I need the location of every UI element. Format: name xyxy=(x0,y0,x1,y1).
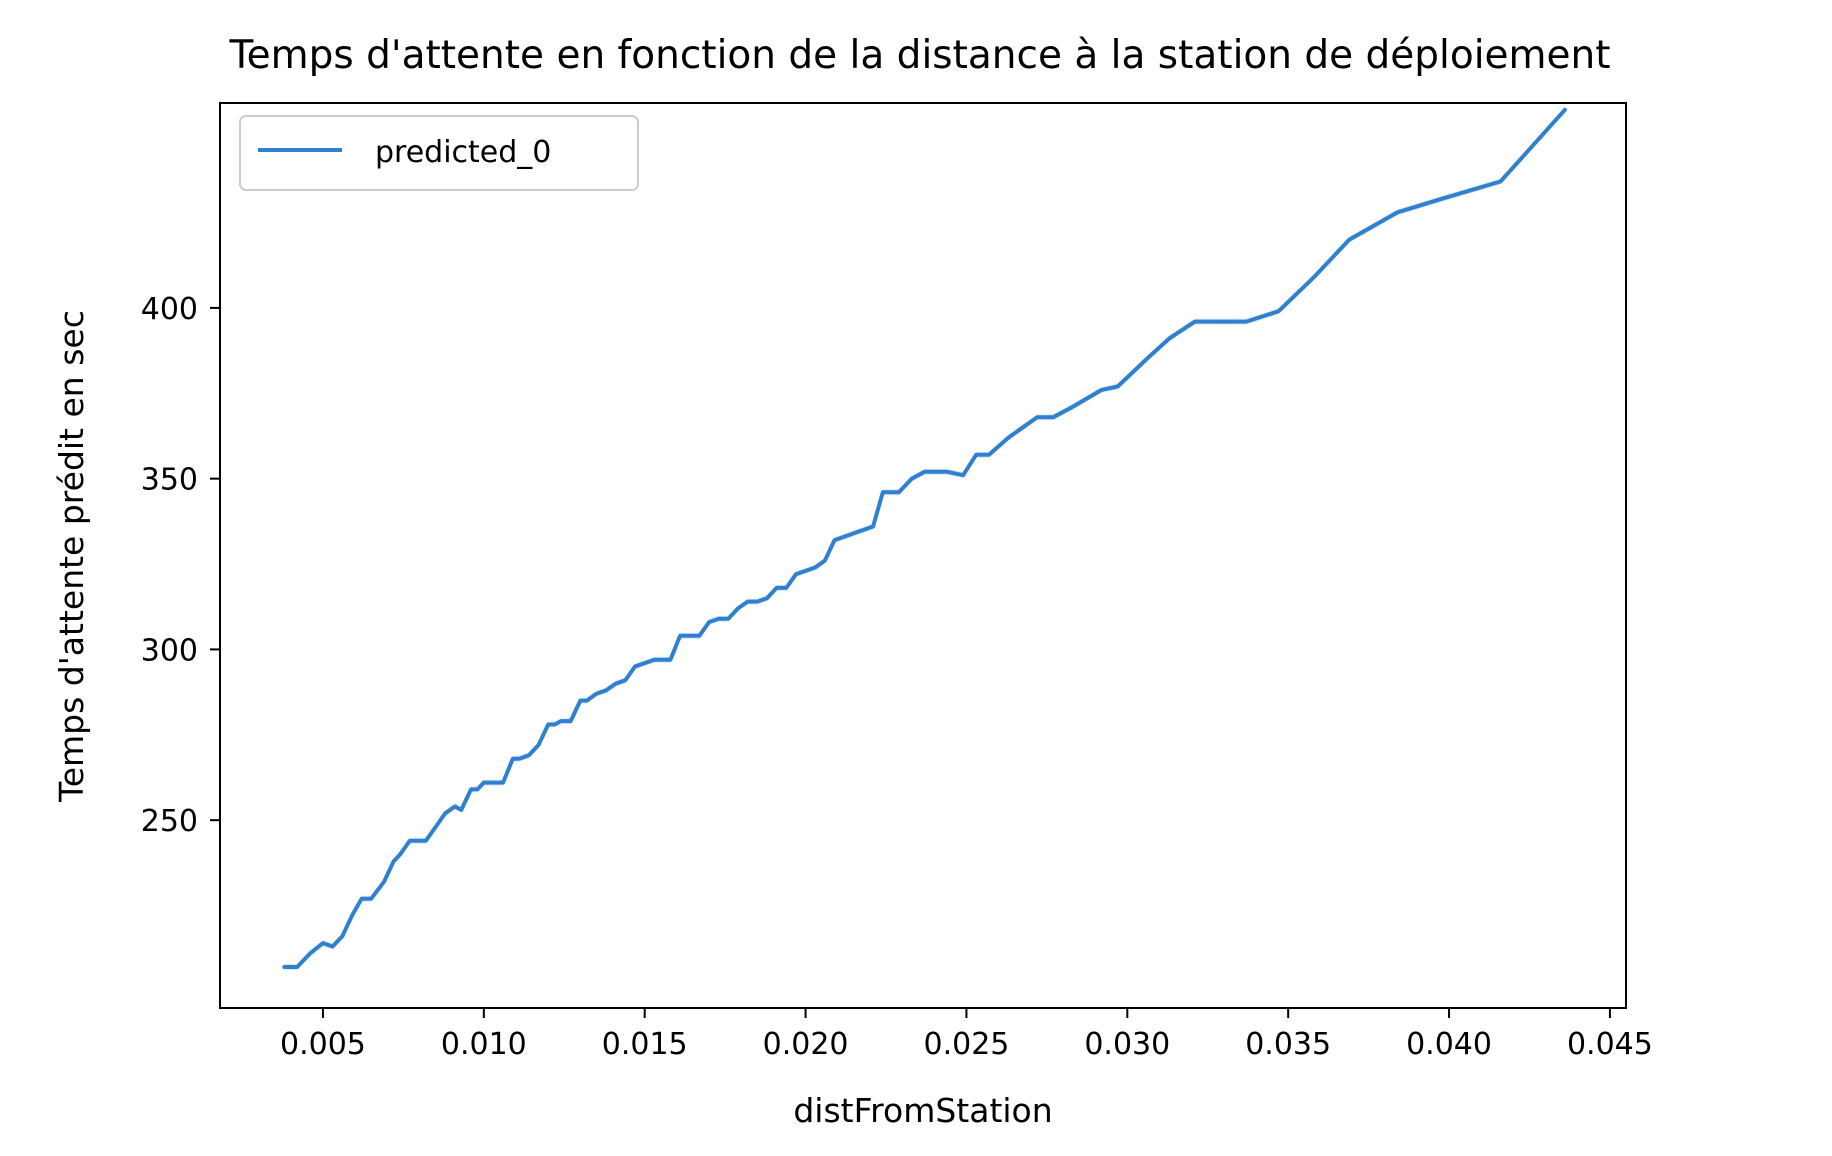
x-axis-label: distFromStation xyxy=(793,1091,1052,1130)
x-tick-label: 0.030 xyxy=(1084,1027,1170,1062)
y-axis: 250 300 350 400 xyxy=(141,292,220,839)
chart-title: Temps d'attente en fonction de la distan… xyxy=(228,33,1610,78)
plot-frame xyxy=(219,102,1627,1009)
x-tick-label: 0.040 xyxy=(1406,1027,1492,1062)
legend-box xyxy=(239,115,639,191)
x-tick-label: 0.035 xyxy=(1245,1027,1331,1062)
x-tick-label: 0.025 xyxy=(923,1027,1009,1062)
y-axis-label: Temps d'attente prédit en sec xyxy=(52,310,91,803)
x-tick-label: 0.010 xyxy=(441,1027,527,1062)
y-tick-label: 250 xyxy=(141,804,198,839)
legend-label-series-0: predicted_0 xyxy=(375,135,551,170)
x-axis: 0.005 0.010 0.015 0.020 0.025 0.030 0.035 0.040… xyxy=(280,1008,1653,1062)
x-tick-label: 0.005 xyxy=(280,1027,366,1062)
x-tick-label: 0.045 xyxy=(1567,1027,1653,1062)
y-tick-label: 400 xyxy=(141,292,198,327)
y-tick-label: 350 xyxy=(141,463,198,498)
y-tick-label: 300 xyxy=(141,633,198,668)
legend: predicted_0 xyxy=(239,115,639,191)
x-tick-label: 0.020 xyxy=(763,1027,849,1062)
series-line-0 xyxy=(282,107,1567,969)
x-tick-label: 0.015 xyxy=(602,1027,688,1062)
plot-marks xyxy=(282,106,1567,971)
